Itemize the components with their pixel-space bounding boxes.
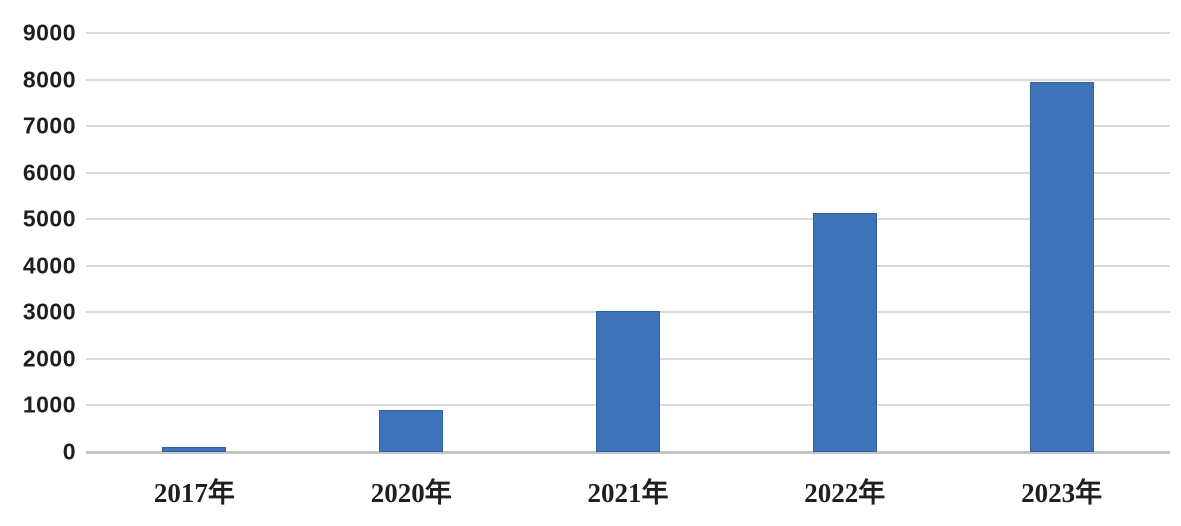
gridline: [86, 78, 1170, 81]
bar-2021: [596, 310, 660, 452]
gridline: [86, 32, 1170, 34]
y-tick-label: 1000: [22, 391, 76, 418]
y-tick-label: 6000: [22, 159, 76, 186]
x-tick-label: 2023年: [1021, 478, 1103, 508]
y-tick-label: 5000: [22, 205, 76, 232]
gridline: [86, 218, 1170, 221]
y-tick-label: 0: [62, 438, 76, 465]
x-tick-label: 2020年: [370, 478, 452, 508]
x-tick-label: 2021年: [587, 478, 669, 508]
y-tick-label: 4000: [22, 252, 76, 279]
bar-2020: [379, 409, 444, 452]
bar-2017: [162, 447, 227, 452]
y-tick-label: 8000: [22, 66, 76, 93]
x-tick-label: 2017年: [153, 478, 235, 508]
y-tick-label: 7000: [22, 112, 76, 139]
y-tick-label: 9000: [22, 19, 76, 46]
bar-2022: [812, 213, 877, 452]
y-tick-label: 2000: [22, 345, 76, 372]
x-tick-label: 2022年: [804, 478, 886, 508]
bar-2023: [1029, 81, 1094, 452]
gridline: [86, 125, 1170, 128]
y-tick-label: 3000: [22, 298, 76, 325]
gridline: [86, 171, 1170, 174]
gridline: [86, 264, 1170, 267]
